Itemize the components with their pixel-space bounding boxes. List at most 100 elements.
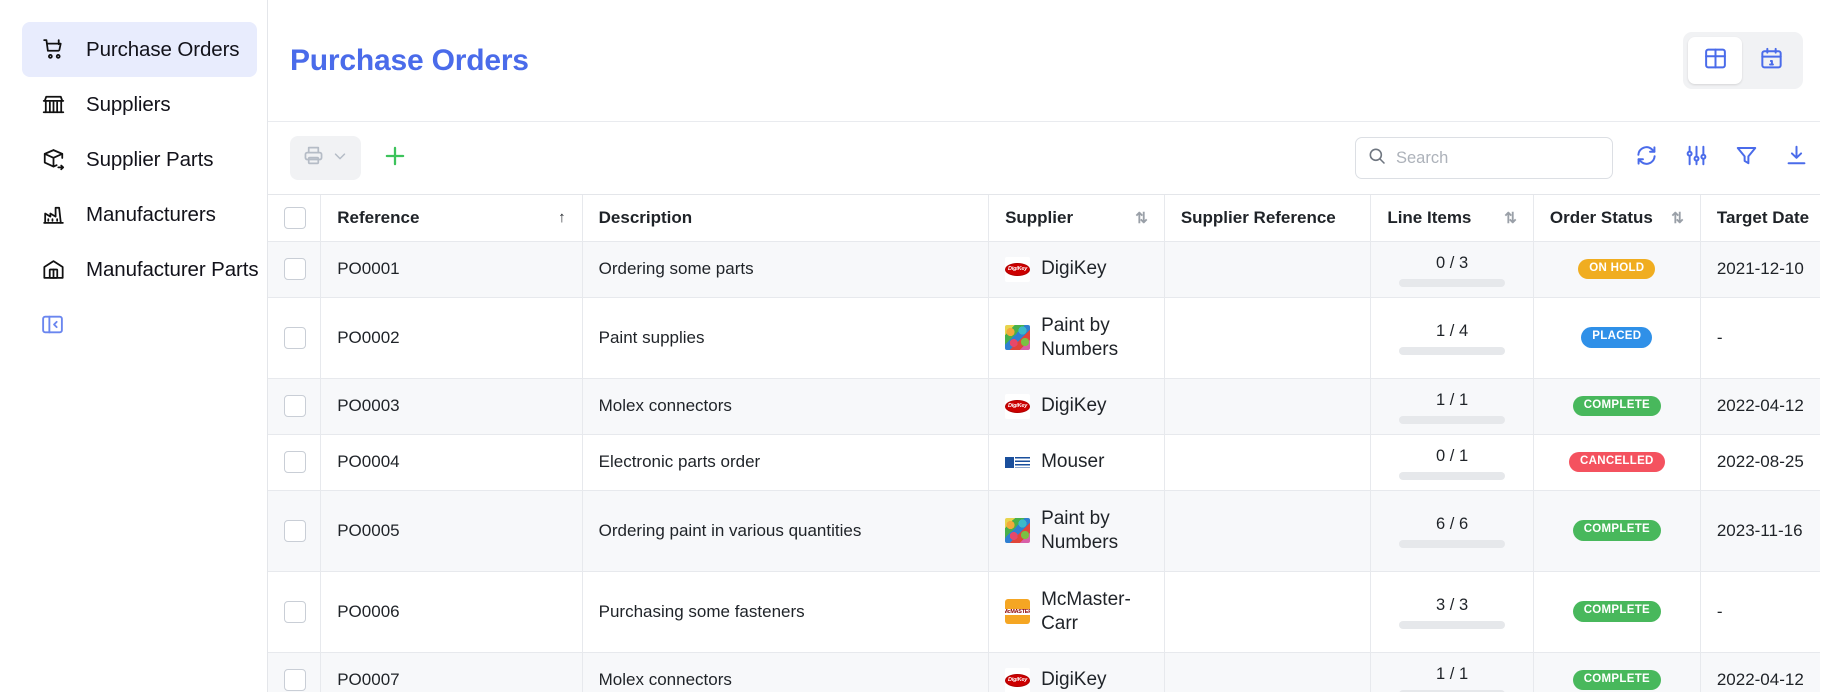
column-header-order-status[interactable]: Order Status ⇅ [1533,195,1701,242]
table-view-button[interactable] [1688,37,1742,84]
status-badge: COMPLETE [1572,520,1661,541]
row-select-cell [268,434,322,491]
cell-description: Purchasing some fasteners [582,571,990,653]
sidebar-item-supplier-parts[interactable]: Supplier Parts [22,132,257,187]
supplier-logo-digikey: DigiKey [1005,256,1031,282]
calendar-icon [1759,46,1784,76]
line-items-progress-bar [1399,621,1506,629]
sidebar-item-purchase-orders[interactable]: Purchase Orders [22,22,257,77]
line-items-progress-bar [1399,415,1506,424]
column-header-supplier-reference[interactable]: Supplier Reference [1164,195,1372,242]
row-checkbox[interactable] [284,600,306,623]
sidebar-collapse-icon[interactable] [38,310,66,338]
row-checkbox[interactable] [284,669,306,691]
cell-supplier: DigiKey DigiKey [988,378,1165,435]
sort-toggle-icon[interactable]: ⇅ [1135,209,1148,227]
table-row[interactable]: PO0004 Electronic parts order Mouser 0 / 1 C… [268,434,1831,491]
purchase-orders-table: Reference ↑ Description Supplier [268,195,1831,692]
line-items-count: 6 / 6 [1436,515,1469,533]
status-badge: COMPLETE [1572,669,1661,691]
cell-target-date: 2022-04-12 [1700,652,1831,692]
cell-target-date: 2021-12-10 [1700,241,1831,298]
settings-button[interactable] [1679,141,1713,175]
supplier-logo-mcmaster-carr: McMASTER [1005,599,1031,624]
add-purchase-order-button[interactable] [375,138,415,178]
supplier-logo-paint-by-numbers [1005,325,1031,350]
filter-button[interactable] [1729,141,1763,175]
table-row[interactable]: PO0007 Molex connectors DigiKey DigiKey 1 / … [268,652,1831,692]
row-checkbox[interactable] [284,451,306,473]
supplier-name: DigiKey [1041,395,1107,417]
status-badge: PLACED [1581,327,1653,348]
cell-line-items: 1 / 1 [1370,652,1534,692]
cell-reference: PO0004 [320,434,583,491]
box-arrow-icon [40,146,67,173]
cell-line-items: 1 / 1 [1370,378,1534,435]
sort-ascending-icon[interactable]: ↑ [558,209,566,227]
cell-supplier: Paint by Numbers [988,490,1165,572]
line-items-progress-bar [1399,347,1506,355]
cell-reference: PO0006 [320,571,583,653]
search-box[interactable] [1355,137,1613,179]
download-button[interactable] [1779,141,1813,175]
column-header-line-items[interactable]: Line Items ⇅ [1370,195,1534,242]
status-badge: CANCELLED [1569,451,1665,473]
line-items-count: 1 / 4 [1436,322,1469,340]
cell-order-status: COMPLETE [1533,490,1701,572]
column-header-supplier[interactable]: Supplier ⇅ [988,195,1165,242]
line-items-progress-bar [1399,540,1506,548]
row-checkbox[interactable] [284,326,306,349]
printer-icon [302,144,325,172]
cell-description: Molex connectors [582,378,990,435]
status-badge: ON HOLD [1578,258,1656,280]
cell-line-items: 1 / 4 [1370,297,1534,379]
line-items-progress-bar [1399,278,1506,287]
cell-supplier: DigiKey DigiKey [988,241,1165,298]
chevron-down-icon [331,147,349,170]
sidebar-item-manufacturers[interactable]: Manufacturers [22,187,257,242]
cell-description: Paint supplies [582,297,990,379]
column-label: Supplier [1005,207,1074,227]
funnel-icon [1734,143,1759,173]
cell-target-date: 2022-04-12 [1700,378,1831,435]
table-row[interactable]: PO0001 Ordering some parts DigiKey DigiKey 0… [268,241,1831,298]
refresh-button[interactable] [1629,141,1663,175]
table-row[interactable]: PO0002 Paint supplies Paint by Numbers 1 / … [268,297,1831,379]
calendar-view-button[interactable] [1744,37,1798,84]
select-all-checkbox[interactable] [284,206,306,229]
row-checkbox[interactable] [284,519,306,542]
print-button[interactable] [290,136,361,180]
column-label: Description [598,207,693,227]
column-label: Supplier Reference [1180,207,1336,227]
line-items-count: 0 / 1 [1436,446,1469,465]
cell-supplier: Paint by Numbers [988,297,1165,379]
column-label: Reference [337,207,420,227]
cell-line-items: 0 / 3 [1370,241,1534,298]
line-items-count: 1 / 1 [1436,390,1469,409]
table-row[interactable]: PO0003 Molex connectors DigiKey DigiKey 1 / … [268,378,1831,435]
sidebar-item-label: Manufacturers [86,202,216,226]
column-header-target-date[interactable]: Target Date ⇅ [1700,195,1831,242]
line-items-count: 0 / 3 [1436,253,1469,272]
line-items-progress-bar [1399,471,1506,480]
table-row[interactable]: PO0005 Ordering paint in various quantiti… [268,490,1831,572]
cell-target-date: 2023-11-16 [1700,490,1831,572]
sidebar-item-suppliers[interactable]: Suppliers [22,77,257,132]
row-checkbox[interactable] [284,258,306,280]
search-input[interactable] [1396,148,1601,168]
sort-toggle-icon[interactable]: ⇅ [1671,209,1684,227]
supplier-name: Paint by Numbers [1041,508,1119,553]
page-header: Purchase Orders [268,0,1831,122]
cell-reference: PO0002 [320,297,583,379]
cell-supplier-reference [1164,241,1372,298]
row-checkbox[interactable] [284,395,306,417]
sort-toggle-icon[interactable]: ⇅ [1504,209,1517,227]
sidebar-item-manufacturer-parts[interactable]: Manufacturer Parts [22,242,259,297]
column-header-reference[interactable]: Reference ↑ [320,195,583,242]
column-header-description[interactable]: Description [582,195,990,242]
cell-supplier-reference [1164,297,1372,379]
cell-reference: PO0003 [320,378,583,435]
plus-icon [382,143,408,174]
